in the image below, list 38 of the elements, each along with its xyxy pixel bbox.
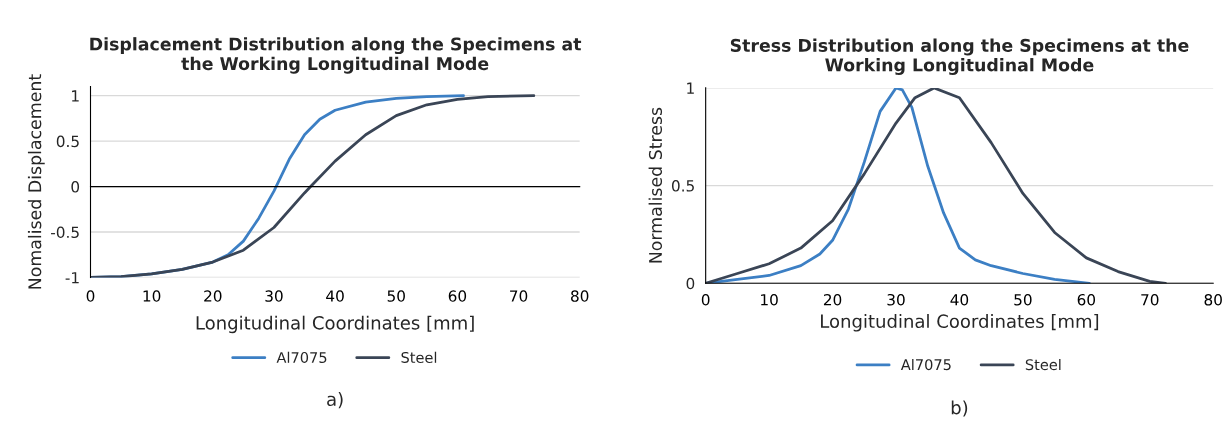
x-tick-label: 70	[1141, 293, 1159, 306]
legend-label: Steel	[401, 351, 437, 364]
y-tick-label: 1	[72, 90, 79, 102]
y-tick-label: 0	[686, 277, 695, 290]
y-axis-title: Nomalised Displacement	[27, 74, 45, 289]
y-tick-label: 0.5	[671, 180, 694, 192]
x-tick-label: 10	[761, 293, 778, 306]
chart-title: Stress Distribution along the Specimens at the Working Longitudinal Mode	[730, 38, 1189, 75]
x-tick-label: 30	[887, 293, 905, 306]
x-tick-label: 70	[510, 290, 528, 302]
x-tick-label: 40	[326, 290, 344, 302]
y-tick-label: -1	[65, 272, 79, 284]
x-tick-label: 80	[571, 290, 589, 302]
text: a)	[327, 392, 343, 409]
x-tick-label: 20	[823, 293, 842, 306]
x-tick-label: 50	[387, 290, 405, 302]
x-tick-label: 0	[701, 293, 710, 306]
x-tick-label: 10	[143, 290, 161, 302]
x-tick-label: 40	[950, 293, 969, 306]
y-tick-label: 0	[71, 181, 80, 193]
legend-label: Steel	[1025, 358, 1061, 371]
y-tick-label: -0.5	[51, 226, 79, 239]
x-tick-label: 60	[448, 290, 467, 302]
y-tick-label: 1	[687, 82, 694, 94]
x-tick-label: 0	[86, 290, 95, 302]
y-axis-title: Normalised Stress	[648, 107, 663, 263]
x-axis-title: Longitudinal Coordinates [mm]	[196, 315, 474, 334]
legend-label: Al7075	[276, 351, 327, 364]
x-tick-label: 50	[1014, 293, 1032, 306]
y-tick-label: 0.5	[56, 135, 79, 148]
x-tick-label: 30	[265, 290, 283, 302]
x-tick-label: 80	[1204, 293, 1222, 306]
chart-title: Displacement Distribution along the Specimens at the Working Longitudinal Mode	[90, 37, 582, 74]
x-axis-title: Longitudinal Coordinates [mm]	[821, 314, 1099, 332]
text: b)	[951, 400, 968, 417]
x-tick-label: 20	[204, 290, 222, 302]
x-tick-label: 60	[1077, 293, 1096, 306]
legend-label: Al7075	[900, 358, 951, 371]
